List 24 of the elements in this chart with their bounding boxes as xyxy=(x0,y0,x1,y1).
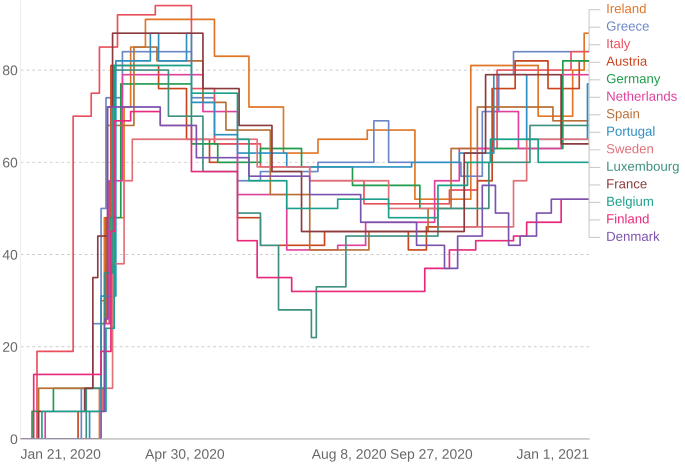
text: Luxembourg xyxy=(607,161,679,174)
series-label: Portugal xyxy=(607,126,654,138)
text: Denmark xyxy=(607,231,660,242)
text: France xyxy=(607,179,647,188)
x-tick-label: Aug 8, 2020 xyxy=(312,449,386,462)
y-tick-label: 0 xyxy=(10,434,18,444)
x-tick-label: Apr 30, 2020 xyxy=(145,449,224,462)
y-tick-label: 80 xyxy=(2,65,18,76)
series-label: Italy xyxy=(607,38,630,51)
x-tick-label: Jan 1, 2021 xyxy=(516,449,588,461)
series-label: Austria xyxy=(606,56,648,66)
text: Greece xyxy=(606,21,649,31)
y-tick-label: 40 xyxy=(2,250,18,260)
series-label: Spain xyxy=(606,108,640,121)
y-tick-label: 20 xyxy=(3,342,18,352)
text: Ireland xyxy=(607,4,646,14)
text: Belgium xyxy=(607,196,653,209)
series-label: Germany xyxy=(606,74,660,86)
y-tick-label: 60 xyxy=(3,158,18,168)
series-label: Sweden xyxy=(606,144,653,154)
series-label: Finland xyxy=(607,214,649,224)
series-label: Netherlands xyxy=(607,91,677,101)
x-tick-label: Jan 21, 2020 xyxy=(20,449,100,461)
x-tick-label: Sep 27, 2020 xyxy=(390,449,472,462)
